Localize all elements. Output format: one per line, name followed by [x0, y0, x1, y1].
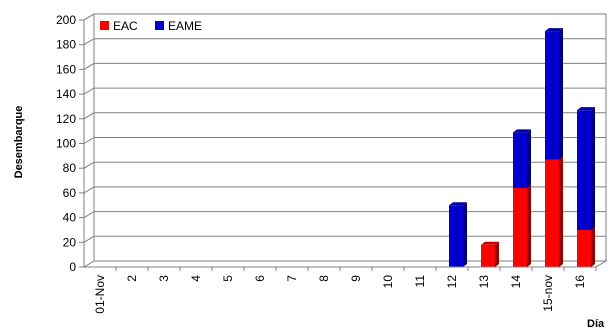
gridline [83, 186, 606, 194]
bar-eac-15 [545, 156, 563, 267]
legend-label: EAME [168, 19, 202, 33]
y-tick-label: 140 [56, 87, 76, 101]
gridline [83, 112, 606, 120]
legend-swatch [155, 21, 164, 30]
gridline [83, 161, 606, 169]
gridline [83, 137, 606, 144]
x-tick-label: 12 [445, 275, 459, 289]
x-tick-label: 5 [221, 275, 235, 282]
bar-eame-14 [513, 129, 531, 188]
y-axis-title: Desembarque [13, 106, 25, 179]
legend: EAC EAME [100, 19, 202, 33]
x-tick-label: 14 [509, 275, 523, 289]
y-tick-label: 180 [56, 38, 76, 52]
x-tick-label: 2 [125, 275, 139, 282]
x-tick-label: 7 [285, 275, 299, 282]
bars [449, 28, 595, 267]
y-tick-label: 40 [63, 211, 77, 225]
bar-eac-14 [513, 184, 531, 267]
gridline [83, 62, 606, 70]
x-tick-label: 3 [157, 275, 171, 282]
x-axis: 01-Nov 2 3 4 5 6 7 8 9 10 11 12 13 14 15-nov 16 [84, 266, 597, 314]
gridline [83, 87, 606, 95]
bar-eac-16 [577, 226, 595, 267]
legend-swatch [100, 21, 109, 30]
bar-eame-15 [545, 28, 563, 160]
x-tick-label: 6 [253, 275, 267, 282]
gridline [83, 38, 606, 46]
y-tick-label: 80 [63, 161, 77, 175]
x-tick-label: 8 [317, 275, 331, 282]
x-tick-label: 13 [477, 275, 491, 289]
x-tick-label: 10 [381, 275, 395, 289]
y-tick-label: 100 [56, 137, 76, 151]
x-tick-label: 01-Nov [93, 275, 107, 314]
y-axis: 0 20 40 60 80 100 120 140 160 180 200 [56, 13, 85, 274]
y-tick-label: 0 [69, 260, 76, 274]
x-tick-label: 16 [573, 275, 587, 289]
y-tick-label: 20 [63, 235, 77, 249]
y-tick-label: 200 [56, 13, 76, 27]
legend-label: EAC [113, 19, 138, 33]
gridlines [83, 13, 606, 243]
legend-item-eame: EAME [155, 19, 202, 33]
gridline [83, 235, 606, 243]
legend-item-eac: EAC [100, 19, 138, 33]
bar-eac-13 [481, 241, 499, 267]
y-tick-label: 160 [56, 62, 76, 76]
x-tick-label: 9 [349, 275, 363, 282]
x-tick-label: 4 [189, 275, 203, 282]
gridline [83, 211, 606, 219]
bar-eame-12 [449, 202, 467, 267]
x-tick-label: 15-nov [541, 275, 555, 312]
bar-eame-16 [577, 107, 595, 230]
y-tick-label: 120 [56, 112, 76, 126]
x-tick-label: 11 [413, 275, 427, 288]
x-axis-title: Día [587, 318, 605, 330]
gridline [83, 13, 606, 21]
y-tick-label: 60 [63, 186, 77, 200]
